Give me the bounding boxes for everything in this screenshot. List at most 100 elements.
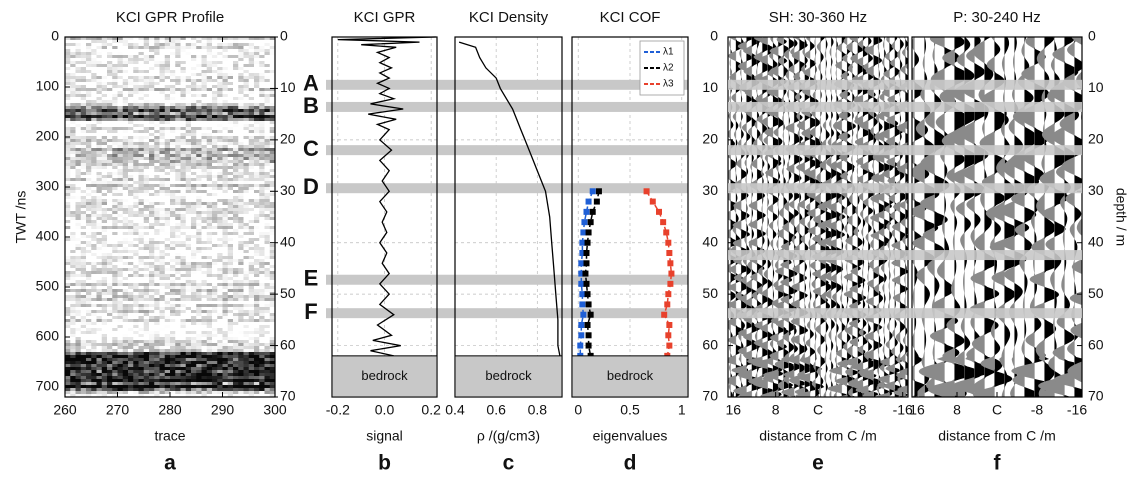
texture-cell [217,331,223,335]
texture-cell [128,166,134,170]
texture-cell [133,340,139,344]
texture-cell [70,283,76,287]
texture-cell [248,271,255,275]
texture-cell [154,175,160,179]
texture-cell [75,394,82,398]
texture-cell [122,322,129,326]
texture-cell [196,280,202,284]
texture-cell [128,91,134,95]
texture-cell [222,265,229,269]
texture-cell [238,307,244,311]
texture-cell [86,352,92,356]
texture-cell [227,175,234,179]
texture-cell [191,340,197,344]
texture-cell [254,385,260,389]
texture-cell [133,274,139,278]
texture-cell [133,391,139,395]
texture-cell [248,49,255,53]
texture-cell [138,58,145,62]
texture-cell [264,217,271,221]
texture-cell [112,58,118,62]
texture-cell [159,217,166,221]
texture-cell [149,40,155,44]
texture-cell [269,37,276,41]
texture-cell [133,217,139,221]
texture-cell [180,238,187,242]
texture-cell [175,313,181,317]
texture-cell [112,343,118,347]
texture-cell [86,235,92,239]
texture-cell [65,73,71,77]
texture-cell [269,388,276,392]
texture-cell [70,217,76,221]
texture-cell [159,190,166,194]
texture-cell [191,154,197,158]
texture-cell [112,382,118,386]
texture-cell [107,394,113,398]
texture-cell [248,319,255,323]
trace-negative [969,37,985,397]
texture-cell [164,283,171,287]
texture-cell [143,199,150,203]
texture-cell [233,148,239,152]
texture-cell [201,346,208,350]
texture-cell [259,184,265,188]
texture-cell [154,352,160,356]
texture-cell [159,202,166,206]
trace-positive [934,37,950,397]
texture-cell [269,73,276,77]
texture-cell [227,340,234,344]
texture-cell [96,52,103,56]
texture-cell [248,301,255,305]
texture-cell [133,358,139,362]
texture-cell [101,223,108,227]
texture-cell [149,133,155,137]
texture-cell [101,268,108,272]
texture-cell [154,61,160,65]
texture-cell [222,109,229,113]
texture-cell [117,229,124,233]
texture-cell [238,58,244,62]
texture-cell [91,61,97,65]
texture-cell [248,274,255,278]
texture-cell [80,142,87,146]
texture-cell [217,364,223,368]
texture-cell [222,250,229,254]
texture-cell [259,259,265,263]
texture-cell [243,292,250,296]
texture-cell [233,382,239,386]
texture-cell [65,304,71,308]
texture-cell [269,316,276,320]
texture-cell [154,331,160,335]
texture-cell [180,127,187,131]
texture-cell [170,103,176,107]
texture-cell [238,331,244,335]
texture-cell [217,64,223,68]
texture-cell [149,334,155,338]
texture-cell [164,79,171,83]
texture-cell [259,343,265,347]
texture-cell [269,361,276,365]
texture-cell [149,127,155,131]
texture-cell [117,301,124,305]
texture-cell [248,52,255,56]
texture-cell [80,274,87,278]
texture-cell [154,115,160,119]
texture-cell [222,85,229,89]
texture-cell [191,133,197,137]
texture-cell [122,328,129,332]
texture-cell [80,178,87,182]
texture-cell [185,160,192,164]
texture-cell [212,379,218,383]
texture-cell [259,76,265,80]
texture-cell [175,109,181,113]
texture-cell [75,352,82,356]
texture-cell [75,253,82,257]
texture-cell [196,223,202,227]
texture-cell [227,190,234,194]
texture-cell [133,160,139,164]
texture-cell [185,103,192,107]
texture-cell [248,295,255,299]
texture-cell [80,316,87,320]
texture-cell [138,277,145,281]
